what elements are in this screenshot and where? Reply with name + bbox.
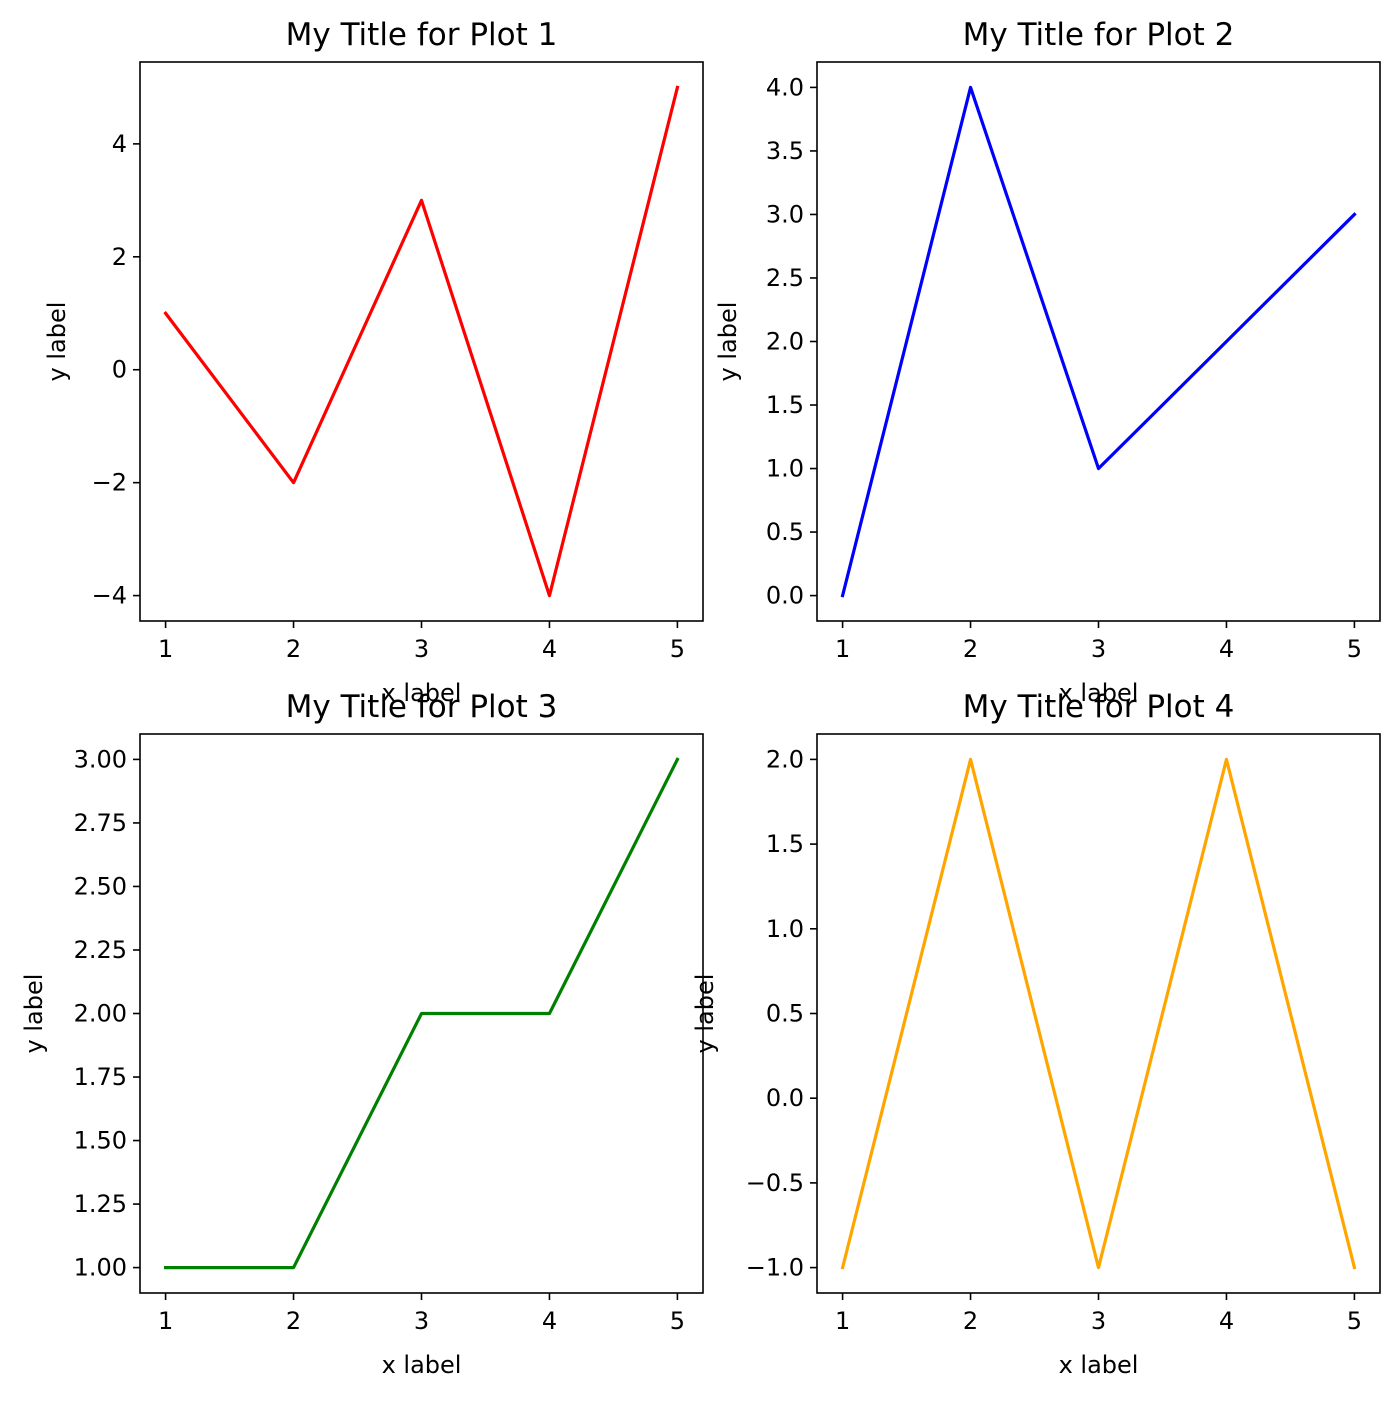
y-tick-label-plot-4: 0.5 [766, 1000, 804, 1028]
x-tick-label-plot-2: 2 [963, 635, 978, 663]
y-tick-label-plot-2: 0.0 [766, 582, 804, 610]
chart-title-plot-3: My Title for Plot 3 [286, 689, 558, 725]
x-tick-label-plot-3: 3 [414, 1307, 429, 1335]
series-line-plot-3 [163, 757, 680, 1270]
y-tick-label-plot-4: 1.5 [766, 830, 804, 858]
x-tick-label-plot-4: 3 [1091, 1307, 1106, 1335]
x-tick-label-plot-2: 5 [1347, 635, 1362, 663]
chart-title-plot-4: My Title for Plot 4 [963, 689, 1235, 725]
y-tick-label-plot-3: 1.25 [74, 1190, 127, 1218]
y-tick-label-plot-1: 0 [112, 356, 127, 384]
x-tick-label-plot-1: 5 [670, 635, 685, 663]
y-tick-label-plot-2: 1.5 [766, 391, 804, 419]
x-tick-label-plot-1: 3 [414, 635, 429, 663]
y-tick-label-plot-4: −0.5 [746, 1169, 804, 1197]
subplot-4: 1 2 3 4 5 −1.0 −0.5 0.0 0.5 1.0 1.5 2.0 My Title for… [691, 689, 1381, 1379]
y-axis-label-plot-1: y label [43, 302, 71, 382]
x-tick-label-plot-2: 4 [1219, 635, 1234, 663]
axes-frame-plot-2 [816, 61, 1381, 622]
axes-frame-plot-1 [139, 61, 704, 622]
y-tick-label-plot-2: 2.5 [766, 264, 804, 292]
x-tick-label-plot-1: 4 [542, 635, 557, 663]
y-tick-label-plot-2: 2.0 [766, 328, 804, 356]
x-tick-label-plot-1: 1 [158, 635, 173, 663]
subplot-3: 1 2 3 4 5 1.00 1.25 1.50 1.75 2.00 2.25 2.50 2.75 3.0… [20, 689, 704, 1379]
x-tick-label-plot-4: 4 [1219, 1307, 1234, 1335]
y-tick-label-plot-2: 3.5 [766, 137, 804, 165]
chart-title-plot-1: My Title for Plot 1 [286, 17, 558, 53]
x-axis-label-plot-4: x label [1059, 1351, 1139, 1379]
y-tick-label-plot-3: 3.00 [74, 745, 127, 773]
y-tick-label-plot-1: 4 [112, 130, 127, 158]
x-axis-label-plot-1: x label [382, 679, 462, 707]
y-tick-label-plot-3: 2.75 [74, 809, 127, 837]
y-tick-label-plot-4: 1.0 [766, 915, 804, 943]
series-line-plot-4 [840, 757, 1357, 1270]
y-tick-label-plot-3: 1.00 [74, 1254, 127, 1282]
chart-title-plot-2: My Title for Plot 2 [963, 17, 1235, 53]
y-tick-label-plot-1: −2 [92, 469, 127, 497]
x-tick-label-plot-2: 1 [835, 635, 850, 663]
x-tick-label-plot-1: 2 [286, 635, 301, 663]
y-tick-label-plot-4: 0.0 [766, 1084, 804, 1112]
y-tick-label-plot-1: 2 [112, 243, 127, 271]
x-tick-label-plot-3: 5 [670, 1307, 685, 1335]
y-tick-label-plot-4: 2.0 [766, 745, 804, 773]
y-tick-label-plot-2: 3.0 [766, 200, 804, 228]
y-tick-label-plot-2: 0.5 [766, 518, 804, 546]
y-tick-label-plot-3: 2.50 [74, 872, 127, 900]
y-axis-label-plot-3: y label [20, 974, 48, 1054]
x-tick-label-plot-4: 2 [963, 1307, 978, 1335]
x-tick-label-plot-3: 4 [542, 1307, 557, 1335]
y-tick-label-plot-1: −4 [92, 582, 127, 610]
y-tick-label-plot-2: 4.0 [766, 73, 804, 101]
y-tick-label-plot-3: 1.75 [74, 1063, 127, 1091]
series-line-plot-1 [163, 85, 680, 598]
x-tick-label-plot-4: 5 [1347, 1307, 1362, 1335]
y-tick-label-plot-2: 1.0 [766, 455, 804, 483]
y-axis-label-plot-4: y label [691, 974, 719, 1054]
x-tick-label-plot-4: 1 [835, 1307, 850, 1335]
x-axis-label-plot-3: x label [382, 1351, 462, 1379]
x-axis-label-plot-2: x label [1059, 679, 1139, 707]
x-tick-label-plot-3: 1 [158, 1307, 173, 1335]
subplot-2: 1 2 3 4 5 0.0 0.5 1.0 1.5 2.0 2.5 3.0 3.5 4.0 My Title… [714, 17, 1381, 707]
y-tick-label-plot-3: 1.50 [74, 1127, 127, 1155]
series-line-plot-2 [840, 85, 1357, 598]
x-tick-label-plot-2: 3 [1091, 635, 1106, 663]
y-tick-label-plot-4: −1.0 [746, 1254, 804, 1282]
subplot-1: 1 2 3 4 5 −4 −2 0 2 4 My Title for Plot 1 x label y … [43, 17, 704, 707]
axes-frame-plot-4 [816, 733, 1381, 1294]
y-tick-label-plot-3: 2.25 [74, 936, 127, 964]
x-tick-label-plot-3: 2 [286, 1307, 301, 1335]
y-axis-label-plot-2: y label [714, 302, 742, 382]
y-tick-label-plot-3: 2.00 [74, 1000, 127, 1028]
